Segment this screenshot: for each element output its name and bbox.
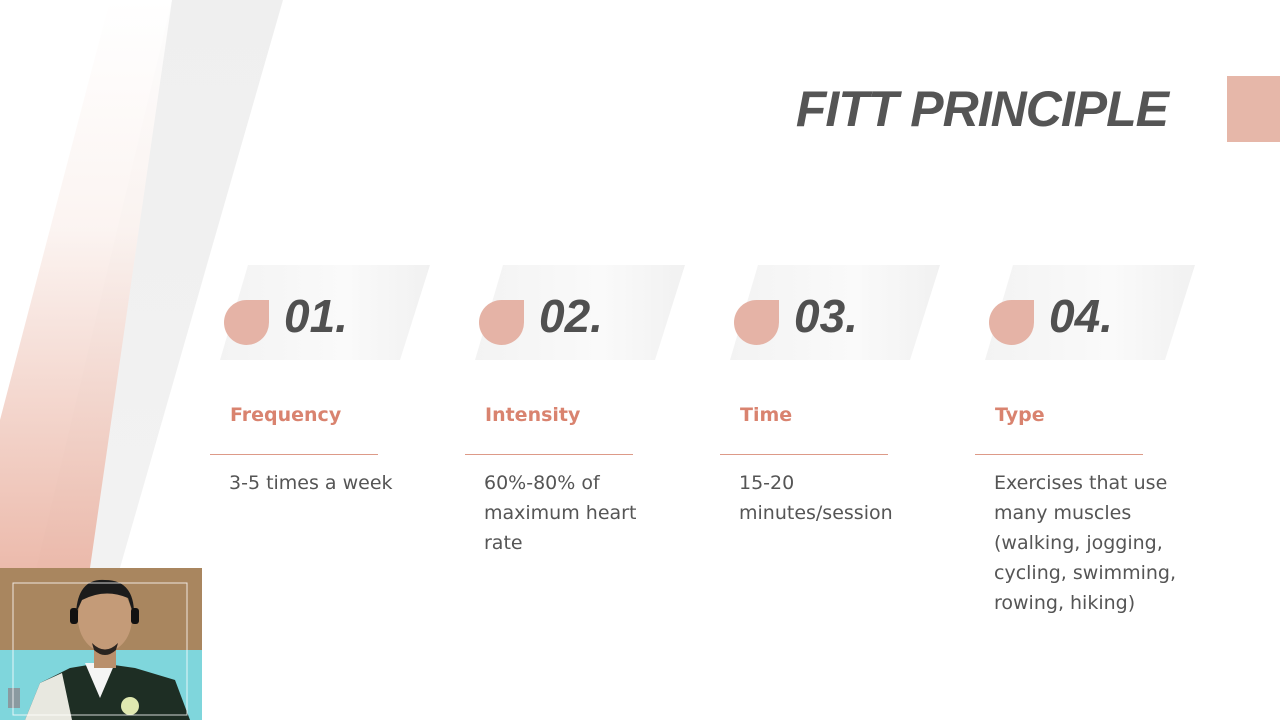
presenter-video-icon <box>0 568 202 720</box>
card-text: 3-5 times a week <box>229 472 393 494</box>
card-number: 03. <box>794 290 858 342</box>
card-text: 60%-80% of maximum heart rate <box>484 472 637 554</box>
card-heading: Time <box>740 404 793 426</box>
card-number: 01. <box>284 290 348 342</box>
card-text: 15-20 minutes/session <box>739 472 893 524</box>
teardrop-icon <box>479 300 524 345</box>
divider <box>720 454 888 455</box>
card-heading: Frequency <box>230 404 342 426</box>
card-text: Exercises that use many muscles (walking… <box>994 472 1177 614</box>
teardrop-icon <box>989 300 1034 345</box>
teardrop-icon <box>734 300 779 345</box>
accent-block <box>1227 76 1280 142</box>
card-heading: Intensity <box>485 404 581 426</box>
divider <box>465 454 633 455</box>
divider <box>975 454 1143 455</box>
card-number: 04. <box>1049 290 1113 342</box>
presenter-webcam <box>0 568 202 720</box>
card-heading: Type <box>995 404 1045 426</box>
slide-title: FITT PRINCIPLE <box>795 81 1169 137</box>
card-number: 02. <box>539 290 603 342</box>
teardrop-icon <box>224 300 269 345</box>
divider <box>210 454 378 455</box>
